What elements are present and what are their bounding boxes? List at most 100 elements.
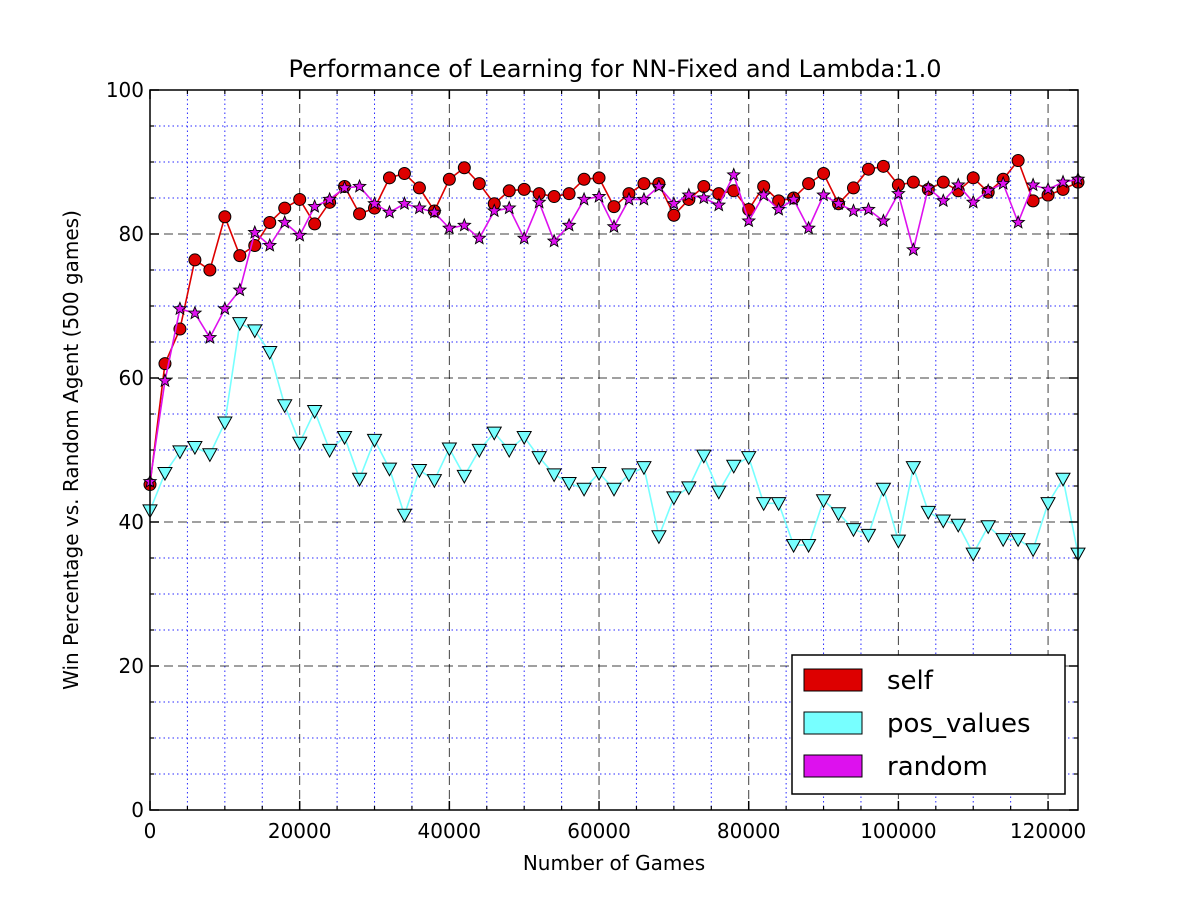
- data-point-pos-values: [172, 445, 188, 460]
- data-point-random: [741, 213, 757, 228]
- data-point-pos-values: [845, 523, 862, 538]
- data-point-self: [457, 161, 471, 175]
- data-point-self: [382, 171, 396, 185]
- data-point-pos-values: [1010, 533, 1026, 548]
- data-point-random: [187, 305, 203, 320]
- data-point-random: [621, 191, 637, 206]
- data-point-self: [817, 167, 831, 181]
- data-point-pos-values: [950, 518, 967, 533]
- data-point-pos-values: [935, 514, 952, 529]
- data-point-self: [203, 263, 217, 277]
- data-point-random: [831, 196, 846, 211]
- data-point-pos-values: [231, 317, 248, 332]
- data-point-pos-values: [561, 477, 577, 492]
- legend-swatch-self: [803, 668, 863, 692]
- data-point-random: [292, 227, 308, 242]
- data-point-random: [561, 217, 577, 232]
- legend-swatch-pos-values: [803, 711, 863, 735]
- data-point-random: [591, 188, 607, 203]
- data-point-pos-values: [471, 443, 488, 459]
- data-point-self: [263, 215, 277, 229]
- data-point-pos-values: [366, 433, 383, 448]
- data-point-random: [651, 178, 667, 193]
- data-point-pos-values: [920, 505, 937, 520]
- data-point-random: [262, 237, 278, 252]
- data-point-self: [517, 182, 531, 196]
- data-point-pos-values: [740, 451, 757, 466]
- data-point-pos-values: [456, 469, 473, 484]
- data-point-pos-values: [875, 482, 892, 497]
- data-point-random: [576, 191, 592, 206]
- y-axis-title: Win Percentage vs. Random Agent (500 gam…: [59, 210, 83, 690]
- x-tick-label: 60000: [567, 819, 631, 843]
- data-point-random: [995, 175, 1011, 190]
- data-point-random: [172, 301, 188, 316]
- data-point-pos-values: [531, 451, 548, 466]
- data-point-random: [307, 198, 323, 213]
- data-point-random: [771, 201, 787, 216]
- data-point-random: [397, 196, 412, 211]
- data-point-pos-values: [980, 520, 997, 535]
- data-point-self: [562, 187, 576, 201]
- series-random: [142, 167, 1086, 488]
- data-point-pos-values: [710, 485, 727, 500]
- data-point-random: [681, 187, 697, 202]
- data-point-random: [322, 191, 337, 206]
- series-pos-values: [142, 317, 1086, 562]
- data-point-random: [247, 224, 263, 239]
- y-tick-label: 60: [119, 366, 144, 390]
- data-point-random: [441, 220, 457, 235]
- data-point-pos-values: [246, 324, 263, 339]
- data-point-random: [202, 329, 218, 344]
- data-point-random: [501, 200, 517, 215]
- data-point-pos-values: [411, 464, 428, 479]
- data-point-random: [666, 196, 682, 211]
- data-point-random: [1025, 177, 1041, 192]
- data-point-pos-values: [261, 345, 278, 361]
- data-point-pos-values: [606, 482, 622, 497]
- data-point-pos-values: [516, 430, 533, 446]
- data-point-random: [1010, 214, 1026, 229]
- data-point-pos-values: [441, 442, 458, 457]
- data-point-random: [352, 178, 367, 193]
- data-point-self: [308, 217, 322, 231]
- data-point-self: [547, 190, 561, 204]
- data-point-pos-values: [770, 497, 787, 512]
- data-point-self: [936, 175, 950, 189]
- data-point-pos-values: [636, 461, 652, 476]
- data-point-random: [905, 242, 921, 257]
- data-point-pos-values: [426, 474, 443, 489]
- data-point-random: [1055, 174, 1071, 189]
- data-point-pos-values: [725, 459, 742, 474]
- data-point-self: [233, 249, 247, 263]
- data-point-random: [935, 193, 951, 208]
- legend-label-pos-values: pos_values: [887, 709, 1031, 739]
- data-point-pos-values: [830, 507, 847, 522]
- data-point-pos-values: [546, 468, 562, 483]
- data-point-pos-values: [621, 468, 637, 483]
- y-tick-labels: 0 20 40 60 80 100: [106, 78, 144, 822]
- data-point-self: [861, 162, 875, 176]
- data-point-self: [218, 210, 232, 224]
- data-point-random: [531, 194, 547, 209]
- data-point-random: [756, 187, 772, 202]
- data-point-pos-values: [291, 436, 308, 451]
- data-point-random: [217, 301, 233, 316]
- data-point-random: [367, 196, 382, 211]
- y-tick-label: 100: [106, 78, 144, 102]
- data-point-random: [546, 233, 562, 248]
- data-point-pos-values: [1025, 543, 1041, 558]
- data-point-random: [950, 177, 966, 192]
- data-point-pos-values: [591, 466, 607, 482]
- data-point-pos-values: [755, 497, 772, 512]
- data-point-random: [636, 191, 652, 206]
- data-point-pos-values: [905, 461, 922, 476]
- data-point-random: [606, 219, 622, 234]
- data-point-pos-values: [651, 530, 667, 545]
- data-point-random: [427, 204, 442, 219]
- data-point-pos-values: [965, 547, 982, 562]
- data-point-random: [965, 194, 981, 209]
- data-point-random: [157, 373, 173, 388]
- x-axis-title: Number of Games: [523, 851, 705, 875]
